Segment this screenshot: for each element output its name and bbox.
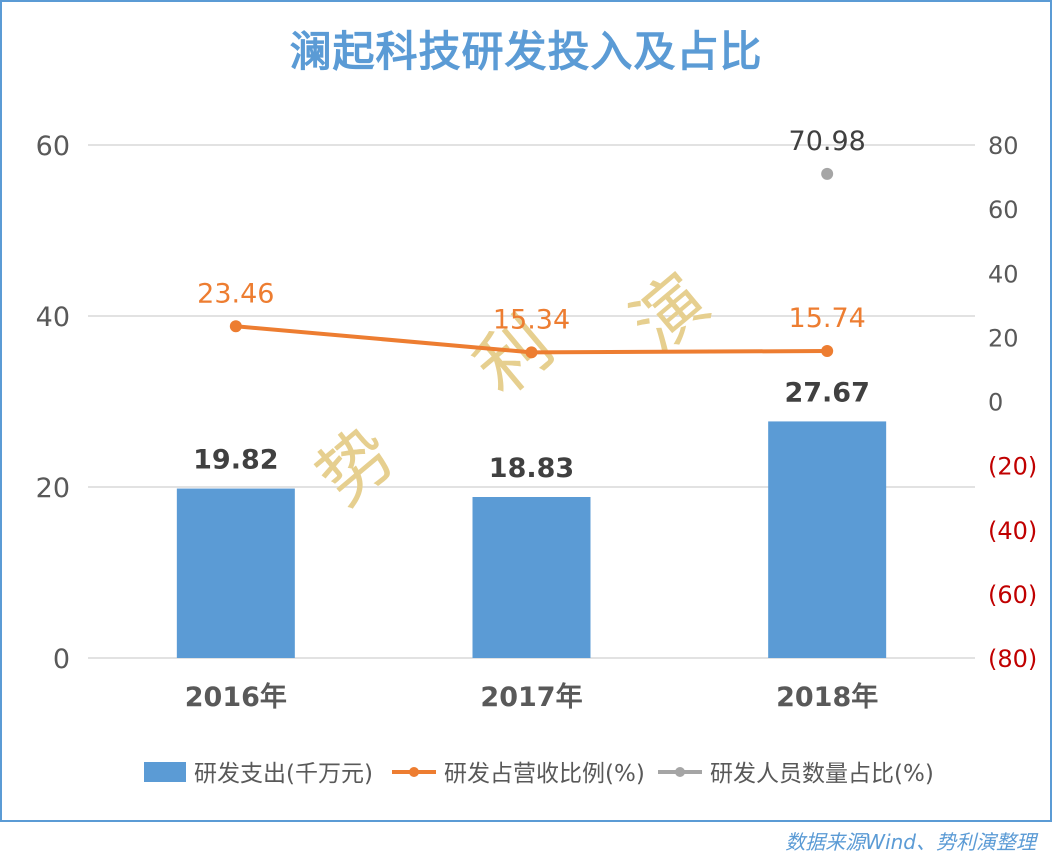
line-value-label: 15.74 <box>789 303 866 334</box>
x-axis: 2016年 2017年 2018年 <box>185 681 878 713</box>
bar-series <box>176 421 887 658</box>
line-point <box>821 345 834 358</box>
x-axis-label: 2016年 <box>185 681 287 713</box>
bar <box>472 497 591 658</box>
legend: 研发支出(千万元) 研发占营收比例(%) 研发人员数量占比(%) <box>144 761 934 787</box>
line-series <box>229 167 834 359</box>
right-axis-tick: 40 <box>988 260 1019 288</box>
chart-frame <box>0 0 1052 822</box>
left-axis-tick: 40 <box>36 302 70 333</box>
line-point <box>525 346 538 359</box>
right-axis-tick: 60 <box>988 196 1019 224</box>
right-axis-tick: (60) <box>988 581 1037 609</box>
x-axis-label: 2018年 <box>776 681 878 713</box>
source-note: 数据来源Wind、势利演整理 <box>785 830 1036 854</box>
left-axis-tick: 60 <box>36 131 70 162</box>
left-axis-tick: 20 <box>36 473 70 504</box>
data-labels: 19.82 18.83 27.67 23.46 15.34 15.74 70.98 <box>193 126 870 484</box>
legend-label: 研发占营收比例(%) <box>444 761 645 787</box>
line-value-label: 70.98 <box>789 126 866 157</box>
legend-label: 研发支出(千万元) <box>194 761 373 787</box>
bar <box>176 488 295 658</box>
x-axis-label: 2017年 <box>480 681 582 713</box>
left-axis-tick: 0 <box>53 644 70 675</box>
right-axis-tick: 20 <box>988 324 1019 352</box>
bar-value-label: 27.67 <box>784 377 869 408</box>
line-value-label: 15.34 <box>493 304 570 335</box>
bar-value-label: 19.82 <box>193 445 278 476</box>
line-point <box>821 167 834 180</box>
legend-swatch-point <box>675 767 685 777</box>
watermark-char: 势 <box>301 411 410 522</box>
right-axis-tick: 0 <box>988 389 1003 417</box>
line-point <box>229 320 242 333</box>
left-axis: 0 20 40 60 <box>36 131 70 675</box>
bar <box>768 421 887 658</box>
legend-swatch-bar <box>144 762 186 782</box>
bar-value-label: 18.83 <box>489 453 574 484</box>
line-value-label: 23.46 <box>197 278 274 309</box>
right-axis-tick: (80) <box>988 645 1037 673</box>
right-axis-tick: (20) <box>988 453 1037 481</box>
right-axis-tick: 80 <box>988 132 1019 160</box>
chart-canvas: 势利演 19.82 18.8327.6723.4615.34 15.7470.98 … <box>36 126 1038 787</box>
legend-swatch-point <box>409 767 419 777</box>
right-axis-tick: (40) <box>988 517 1037 545</box>
chart-title: 澜起科技研发投入及占比 <box>289 27 763 76</box>
right-axis: 80 60 40 20 0 (20) (40) (60) (80) <box>988 132 1037 673</box>
legend-label: 研发人员数量占比(%) <box>710 761 934 787</box>
